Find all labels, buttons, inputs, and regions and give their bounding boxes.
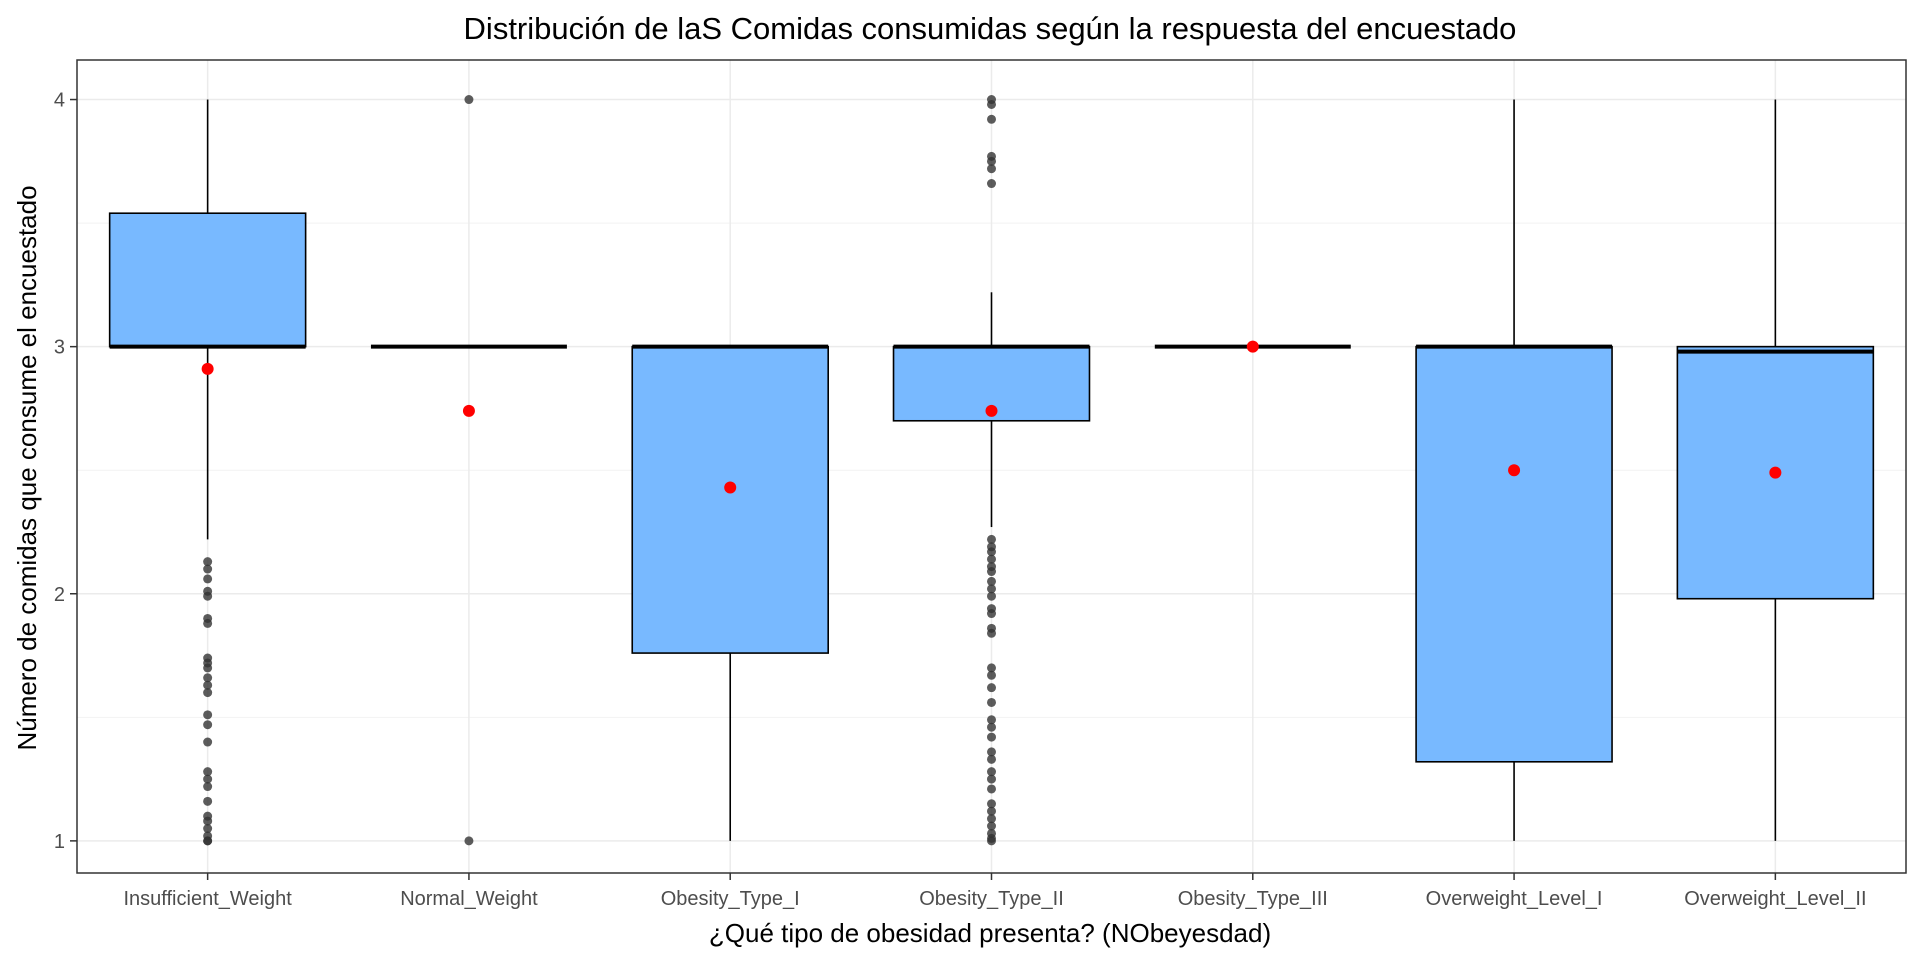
outlier-point [987,754,996,764]
outlier-point [203,737,213,747]
outlier-point [203,574,213,584]
y-tick-label: 1 [54,831,65,853]
outlier-point [987,164,996,174]
outlier-point [203,782,213,792]
outlier-point [203,673,213,683]
outlier-point [203,811,213,821]
outlier-point [203,564,213,574]
box-Obesity_Type_II [892,95,1091,846]
outlier-point [987,774,996,784]
outlier-point [987,747,996,757]
box-Insufficient_Weight [108,99,307,846]
mean-point [724,481,737,494]
y-tick-label: 2 [54,584,65,606]
outlier-point [203,688,213,698]
outlier-point [987,732,996,742]
outlier-point [987,554,996,564]
outlier-point [987,697,996,707]
outlier-point [987,806,996,816]
x-tick-label: Overweight_Level_I [1426,888,1603,910]
outlier-point [203,796,213,806]
mean-point [985,404,998,417]
x-axis-title: ¿Qué tipo de obesidad presenta? (NObeyes… [709,918,1271,948]
box-Obesity_Type_III [1154,340,1351,353]
outlier-point [464,95,474,105]
outlier-point [987,591,996,601]
y-tick-label: 4 [54,90,65,112]
outlier-point [987,604,996,614]
plot-area: 1 2 3 4 Insufficient_Weight Normal_Weight Obes… [54,59,1907,910]
outlier-point [987,114,996,124]
y-axis-title: Número de comidas que consume el encuest… [12,185,42,750]
outlier-point [987,534,996,544]
x-tick-label: Normal_Weight [400,888,538,910]
outlier-point [203,557,213,567]
mean-point [1246,340,1259,353]
outlier-point [987,828,996,838]
box-Overweight_Level_I [1415,99,1613,841]
box-Normal_Weight [370,95,567,846]
outlier-point [987,814,996,824]
outlier-point [987,542,996,552]
outlier-point [203,710,213,720]
outlier-point [987,799,996,809]
outlier-point [987,562,996,572]
outlier-point [987,663,996,673]
x-tick-label: Obesity_Type_III [1178,888,1328,910]
outlier-point [203,586,213,596]
outlier-point [987,151,996,161]
outlier-point [987,584,996,594]
mean-point [462,404,475,417]
x-tick-label: Obesity_Type_II [919,888,1064,910]
box-iqr [631,345,829,654]
outlier-point [987,179,996,189]
outlier-point [987,722,996,732]
outlier-point [203,680,213,690]
outlier-point [203,774,213,784]
outlier-point [987,623,996,633]
outlier-point [987,715,996,725]
box-Overweight_Level_II [1676,99,1875,841]
outlier-point [203,653,213,663]
y-tick-label: 3 [54,337,65,359]
outlier-point [203,613,213,623]
mean-point [1769,466,1782,479]
mean-point [1508,464,1521,477]
outlier-point [987,784,996,794]
outlier-point [987,95,996,105]
outlier-point [987,767,996,777]
chart-title: Distribución de laS Comidas consumidas s… [464,11,1517,46]
outlier-point [203,767,213,777]
x-tick-label: Insufficient_Weight [124,888,293,910]
outlier-point [464,836,474,846]
box-iqr [1415,345,1613,763]
box-iqr [108,212,307,348]
x-tick-label: Overweight_Level_II [1684,888,1866,910]
outlier-point [203,720,213,730]
outlier-point [987,576,996,586]
box-Obesity_Type_I [631,344,829,841]
outlier-point [203,831,213,841]
outlier-point [987,821,996,831]
x-tick-label: Obesity_Type_I [661,888,800,910]
mean-point [201,362,214,375]
outlier-point [987,683,996,693]
outlier-point [203,824,213,834]
outlier-point [987,670,996,680]
